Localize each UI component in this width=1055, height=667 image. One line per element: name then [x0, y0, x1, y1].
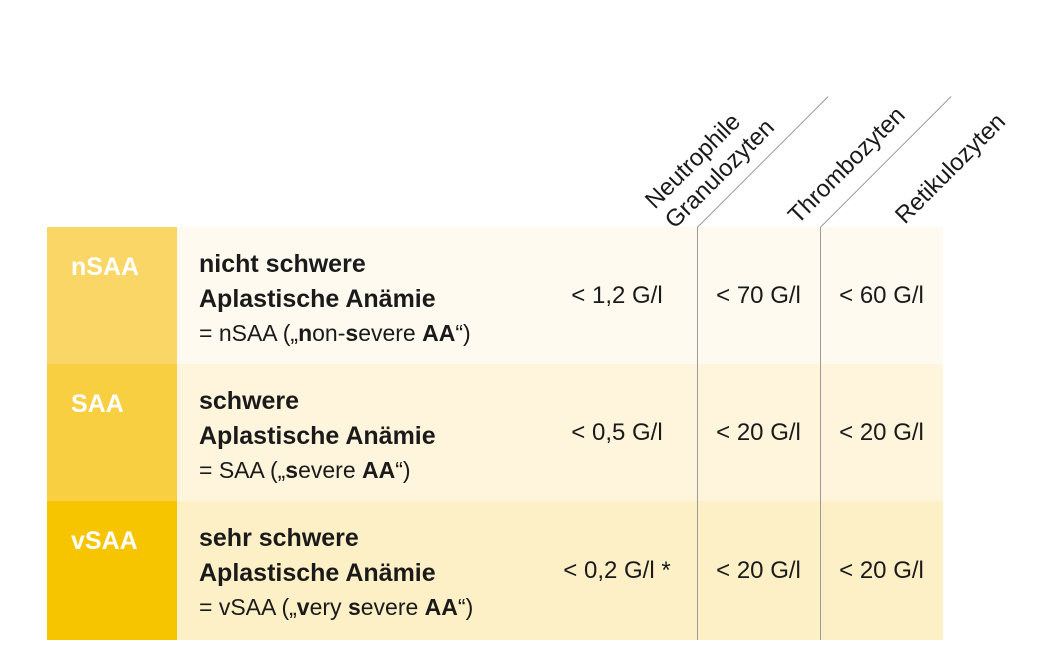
- abbr-text: evere: [360, 594, 425, 620]
- abbr-prefix: = nSAA („: [199, 320, 299, 346]
- abbr-bold-letter: AA: [422, 320, 456, 346]
- value-reticulocytes: < 20 G/l: [839, 418, 924, 446]
- row-description: nicht schwere Aplastische Anämie = nSAA …: [199, 247, 471, 349]
- table-row-saa: SAA schwere Aplastische Anämie = SAA („s…: [47, 364, 943, 501]
- row-title-line-1: sehr schwere: [199, 524, 359, 552]
- row-body: schwere Aplastische Anämie = SAA („sever…: [177, 364, 943, 501]
- abbr-bold-letter: v: [296, 594, 310, 620]
- abbr-text: evere: [358, 320, 423, 346]
- value-neutrophils: < 0,2 G/l *: [563, 556, 671, 584]
- abbr-bold-letter: n: [298, 320, 313, 346]
- row-title-line-2: Aplastische Anämie: [199, 422, 436, 450]
- value-thrombocytes: < 70 G/l: [716, 281, 801, 309]
- row-body: sehr schwere Aplastische Anämie = vSAA (…: [177, 501, 943, 640]
- abbr-text: ery: [309, 594, 348, 620]
- abbr-bold-letter: s: [347, 594, 361, 620]
- row-tag: SAA: [47, 364, 177, 501]
- column-divider: [697, 227, 698, 640]
- abbr-suffix: “): [457, 594, 474, 620]
- value-neutrophils: < 0,5 G/l: [571, 418, 663, 446]
- column-divider: [820, 227, 821, 640]
- abbr-suffix: “): [455, 320, 471, 346]
- row-abbreviation: = SAA („severe AA“): [199, 454, 436, 486]
- value-neutrophils: < 1,2 G/l: [571, 281, 663, 309]
- row-title-line-1: nicht schwere: [199, 250, 366, 278]
- abbr-text: evere: [298, 457, 363, 483]
- abbr-bold-letter: AA: [362, 457, 396, 483]
- row-title-line-2: Aplastische Anämie: [199, 285, 436, 313]
- row-tag: nSAA: [47, 227, 177, 364]
- abbr-prefix: = vSAA („: [199, 594, 297, 620]
- value-thrombocytes: < 20 G/l: [716, 418, 801, 446]
- table-row-nsaa: nSAA nicht schwere Aplastische Anämie = …: [47, 227, 943, 364]
- value-thrombocytes: < 20 G/l: [716, 556, 801, 584]
- row-tag: vSAA: [47, 501, 177, 640]
- column-header-reticulocytes: Retikulozyten: [890, 108, 1012, 230]
- abbr-prefix: = SAA („: [199, 457, 286, 483]
- abbr-bold-letter: s: [345, 320, 359, 346]
- row-abbreviation: = nSAA („non-severe AA“): [199, 317, 471, 349]
- abbr-suffix: “): [395, 457, 411, 483]
- value-reticulocytes: < 20 G/l: [839, 556, 924, 584]
- row-title-line-1: schwere: [199, 387, 300, 415]
- abbr-text: on-: [312, 320, 346, 346]
- abbr-bold-letter: s: [285, 457, 299, 483]
- value-reticulocytes: < 60 G/l: [839, 281, 924, 309]
- row-abbreviation: = vSAA („very severe AA“): [199, 591, 473, 623]
- abbr-bold-letter: AA: [424, 594, 458, 620]
- table-row-vsaa: vSAA sehr schwere Aplastische Anämie = v…: [47, 501, 943, 640]
- row-description: schwere Aplastische Anämie = SAA („sever…: [199, 384, 436, 486]
- row-body: nicht schwere Aplastische Anämie = nSAA …: [177, 227, 943, 364]
- row-title-line-2: Aplastische Anämie: [199, 559, 436, 587]
- row-description: sehr schwere Aplastische Anämie = vSAA (…: [199, 521, 473, 623]
- column-header-line: Retikulozyten: [890, 108, 1011, 230]
